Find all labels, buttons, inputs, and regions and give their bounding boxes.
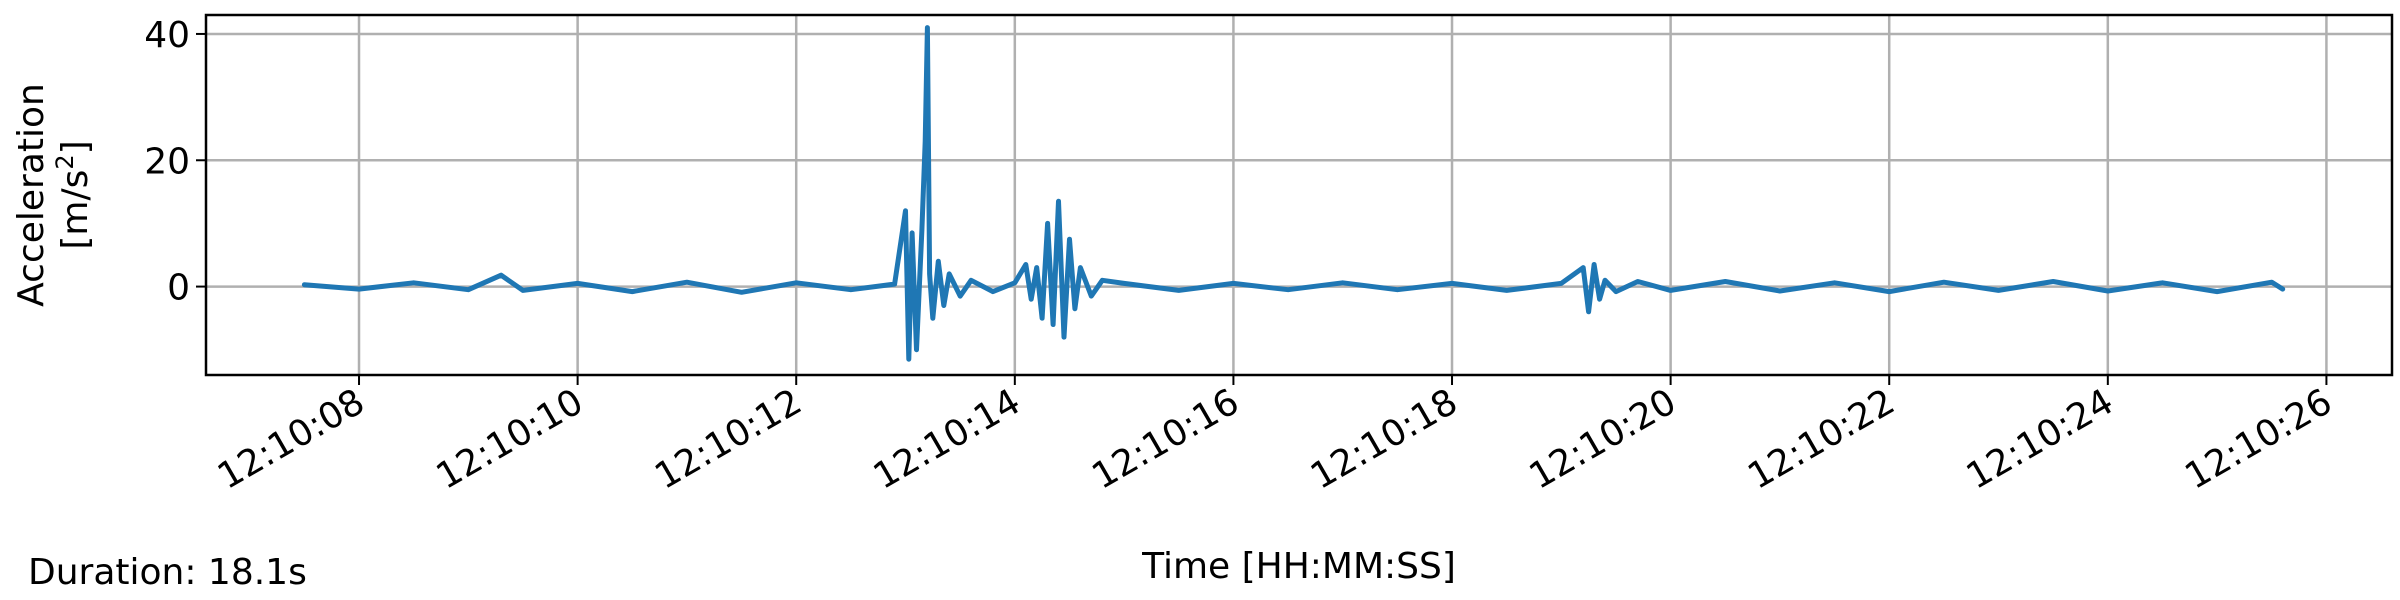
y-axis-label-line2: [m/s2] (51, 140, 96, 249)
y-tick-label: 40 (144, 15, 190, 56)
series (301, 25, 2286, 362)
y-tick-label: 0 (167, 268, 190, 309)
grid (206, 15, 2392, 375)
x-tick-label: 12:10:20 (1523, 381, 1684, 497)
x-tick-label: 12:10:10 (430, 381, 591, 497)
x-axis-label: Time [HH:MM:SS] (1141, 546, 1456, 587)
x-tick-label: 12:10:24 (1960, 381, 2121, 497)
x-tick-label: 12:10:26 (2178, 381, 2339, 497)
y-axis-label: Acceleration [m/s2] (11, 83, 96, 307)
plot-frame (204, 13, 2394, 377)
x-tick-label: 12:10:22 (1741, 381, 1902, 497)
y-tick-label: 20 (144, 141, 190, 182)
x-tick-label: 12:10:12 (648, 381, 809, 497)
x-tick-label: 12:10:14 (867, 381, 1028, 497)
duration-label: Duration: 18.1s (28, 552, 307, 593)
x-tick-label: 12:10:08 (211, 381, 372, 497)
series-line-0 (301, 25, 2286, 362)
x-tick-label: 12:10:18 (1304, 381, 1465, 497)
x-tick-label: 12:10:16 (1085, 381, 1246, 497)
y-axis-label-line1: Acceleration (11, 83, 52, 307)
ticks: 12:10:08 12:10:10 12:10:12 12:10:14 12:10:16… (144, 15, 2339, 498)
